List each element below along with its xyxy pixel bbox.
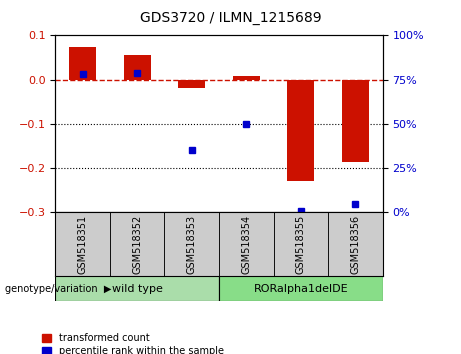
Text: GSM518352: GSM518352: [132, 215, 142, 274]
Bar: [219, 212, 273, 276]
Bar: [165, 212, 219, 276]
Bar: [124, 55, 151, 80]
Bar: [110, 212, 165, 276]
Bar: [178, 80, 205, 87]
Text: GSM518355: GSM518355: [296, 215, 306, 274]
Bar: [287, 80, 314, 181]
Text: GDS3720 / ILMN_1215689: GDS3720 / ILMN_1215689: [140, 11, 321, 25]
Text: genotype/variation  ▶: genotype/variation ▶: [5, 284, 111, 293]
Text: GSM518356: GSM518356: [350, 215, 361, 274]
Text: GSM518351: GSM518351: [77, 215, 88, 274]
Legend: transformed count, percentile rank within the sample: transformed count, percentile rank withi…: [42, 333, 224, 354]
Bar: [55, 276, 219, 301]
Bar: [273, 212, 328, 276]
Bar: [69, 47, 96, 80]
Text: RORalpha1delDE: RORalpha1delDE: [254, 284, 348, 293]
Bar: [55, 212, 110, 276]
Bar: [233, 76, 260, 80]
Bar: [219, 276, 383, 301]
Bar: [328, 212, 383, 276]
Text: wild type: wild type: [112, 284, 163, 293]
Text: GSM518353: GSM518353: [187, 215, 197, 274]
Bar: [342, 80, 369, 161]
Text: GSM518354: GSM518354: [241, 215, 251, 274]
